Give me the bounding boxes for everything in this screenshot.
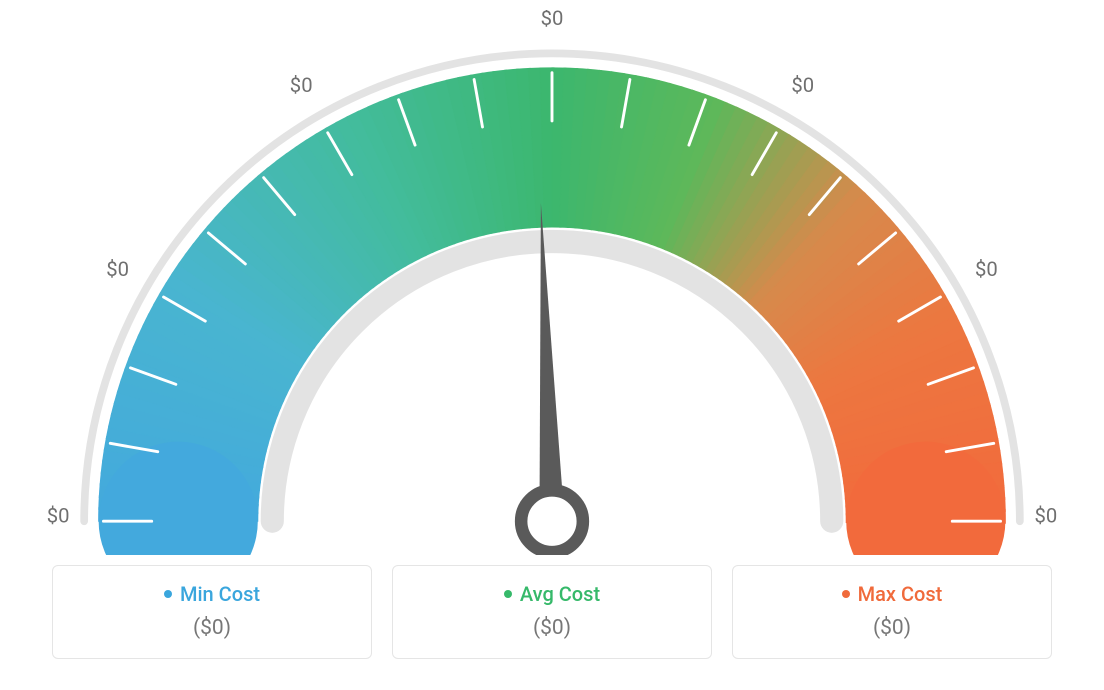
gauge-tick-label: $0 bbox=[791, 73, 814, 97]
gauge-svg: $0 $0 $0 $0 $0 $0 $0 bbox=[22, 10, 1082, 555]
gauge-tick-label: $0 bbox=[47, 504, 70, 528]
legend-title: Avg Cost bbox=[504, 582, 600, 606]
legend-dot bbox=[164, 590, 172, 598]
legend-row: Min Cost ($0) Avg Cost ($0) Max Cost ($0) bbox=[0, 565, 1104, 659]
legend-label: Max Cost bbox=[858, 582, 943, 606]
legend-label: Min Cost bbox=[180, 582, 260, 606]
legend-value: ($0) bbox=[53, 616, 371, 640]
legend-value: ($0) bbox=[393, 616, 711, 640]
legend-title: Min Cost bbox=[164, 582, 260, 606]
legend-title: Max Cost bbox=[842, 582, 943, 606]
legend-card: Min Cost ($0) bbox=[52, 565, 372, 659]
legend-dot bbox=[842, 590, 850, 598]
gauge-area: $0 $0 $0 $0 $0 $0 $0 bbox=[22, 10, 1082, 555]
gauge-tick-label: $0 bbox=[1034, 504, 1057, 528]
legend-label: Avg Cost bbox=[520, 582, 600, 606]
legend-value: ($0) bbox=[733, 616, 1051, 640]
gauge-tick-label: $0 bbox=[106, 257, 129, 281]
legend-dot bbox=[504, 590, 512, 598]
gauge-needle-hub bbox=[521, 490, 583, 552]
legend-card: Avg Cost ($0) bbox=[392, 565, 712, 659]
gauge-tick-label: $0 bbox=[975, 257, 998, 281]
gauge-chart-container: $0$0$0$0$0$0$0 Min Cost($0)Avg Cost($0)M… bbox=[0, 0, 1104, 690]
legend-card: Max Cost ($0) bbox=[732, 565, 1052, 659]
gauge-tick-label: $0 bbox=[541, 10, 564, 30]
gauge-tick-label: $0 bbox=[290, 73, 313, 97]
